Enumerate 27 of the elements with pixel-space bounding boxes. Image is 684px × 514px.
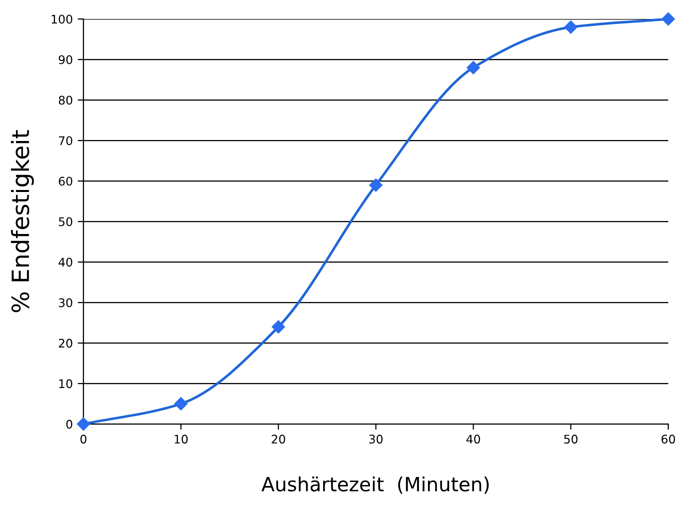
x-tick-label: 40 (466, 434, 480, 444)
point (466, 61, 480, 74)
x-tick-label: 50 (564, 434, 578, 444)
y-tick-label: 50 (58, 217, 72, 226)
y-tick-label: 40 (58, 258, 72, 267)
y-tick-label: 0 (66, 420, 72, 429)
y-tick-label: 80 (58, 96, 72, 105)
x-tick-label: 10 (174, 434, 188, 444)
point (174, 397, 188, 410)
x-tick-label: 60 (662, 434, 675, 444)
point (76, 417, 90, 431)
x-tick-label: 30 (369, 434, 383, 444)
point (369, 178, 382, 192)
x-tick-label: 0 (80, 434, 86, 444)
y-tick-label: 70 (58, 136, 72, 146)
y-tick-label: 30 (58, 298, 72, 308)
y-axis-title: % Endfestigkeit (10, 130, 34, 312)
point (564, 20, 578, 34)
point (662, 12, 675, 26)
y-tick-label: 20 (58, 338, 72, 348)
y-tick-label: 10 (59, 379, 72, 388)
point (272, 320, 285, 334)
x-axis-title: Aushärtezeit (Minuten) (261, 476, 489, 494)
x-tick-label: 20 (272, 434, 286, 444)
y-tick-label: 60 (58, 176, 72, 186)
y-tick-label: 100 (52, 14, 72, 24)
y-tick-label: 90 (58, 55, 72, 64)
